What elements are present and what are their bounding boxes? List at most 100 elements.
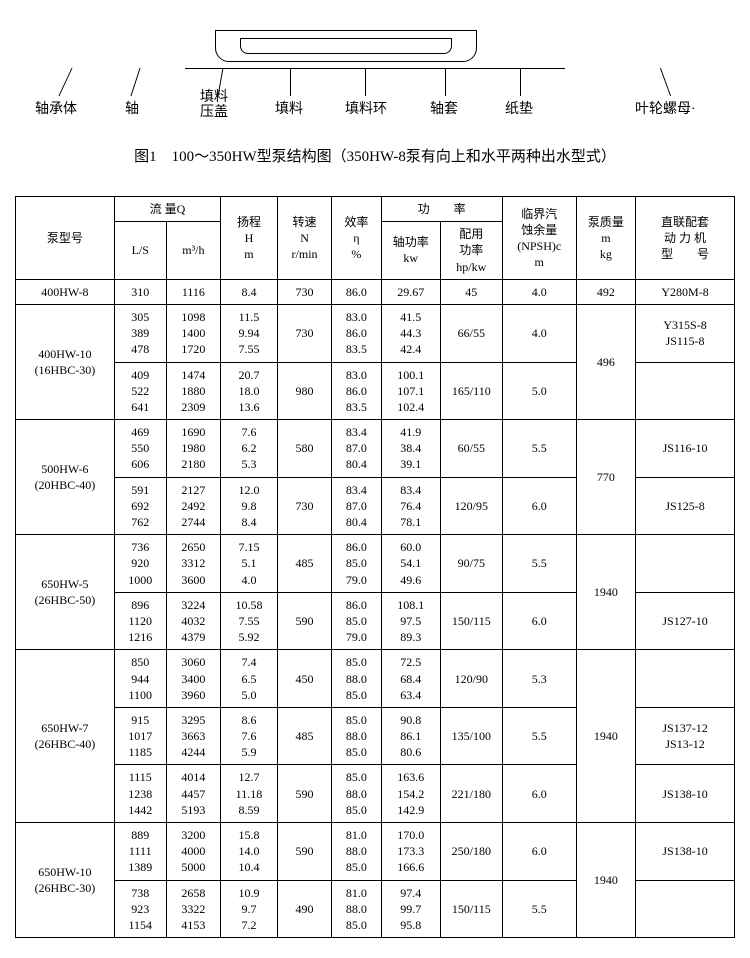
th-eff: 效率 η % [332,197,381,280]
cell-ls: 850 944 1100 [114,650,166,708]
table-row: 650HW-7 (26HBC-40)850 944 11003060 3400 … [16,650,735,708]
table-row: 400HW-831011168.473086.029.67454.0492Y28… [16,279,735,304]
cell-motor: Y280M-8 [636,279,735,304]
diagram-label: 轴承体 [35,98,77,118]
cell-motor: JS137-12 JS13-12 [636,707,735,765]
cell-eff: 81.0 88.0 85.0 [332,880,381,938]
cell-speed: 490 [277,880,331,938]
cell-npsh: 5.5 [502,707,576,765]
cell-model: 650HW-7 (26HBC-40) [16,650,115,823]
cell-speed: 485 [277,707,331,765]
cell-ls: 889 1111 1389 [114,823,166,881]
diagram-label: 轴套 [430,98,458,118]
cell-ls: 915 1017 1185 [114,707,166,765]
cell-shaft: 97.4 99.7 95.8 [381,880,440,938]
cell-rated: 250/180 [440,823,502,881]
cell-shaft: 163.6 154.2 142.9 [381,765,440,823]
cell-speed: 730 [277,279,331,304]
cell-speed: 580 [277,420,331,478]
table-row: 650HW-10 (26HBC-30)889 1111 13893200 400… [16,823,735,881]
cell-rated: 45 [440,279,502,304]
cell-head: 15.8 14.0 10.4 [221,823,278,881]
cell-rated: 90/75 [440,535,502,593]
cell-motor [636,650,735,708]
cell-head: 7.15 5.1 4.0 [221,535,278,593]
cell-head: 7.6 6.2 5.3 [221,420,278,478]
cell-mass: 770 [576,420,635,535]
cell-motor: JS125-8 [636,477,735,535]
cell-m3h: 2650 3312 3600 [166,535,220,593]
cell-speed: 590 [277,592,331,650]
cell-ls: 591 692 762 [114,477,166,535]
cell-m3h: 3224 4032 4379 [166,592,220,650]
diagram-label: 纸垫 [505,98,533,118]
table-header: 泵型号 流 量Q 扬程 H m 转速 N r/min 效率 η % 功 率 临界… [16,197,735,280]
cell-motor [636,880,735,938]
cell-speed: 485 [277,535,331,593]
cell-mass: 1940 [576,535,635,650]
cell-m3h: 1474 1880 2309 [166,362,220,420]
diagram-label: 填料压盖 [200,90,228,121]
cell-motor: JS127-10 [636,592,735,650]
cell-shaft: 41.5 44.3 42.4 [381,304,440,362]
cell-model: 650HW-5 (26HBC-50) [16,535,115,650]
cell-rated: 66/55 [440,304,502,362]
cell-m3h: 2127 2492 2744 [166,477,220,535]
cell-motor [636,535,735,593]
pump-diagram: 轴承体 轴 填料压盖 填料 填料环 轴套 纸垫 叶轮螺母· [25,20,725,130]
th-power-group: 功 率 [381,197,502,222]
table-row: 400HW-10 (16HBC-30)305 389 4781098 1400 … [16,304,735,362]
cell-speed: 450 [277,650,331,708]
cell-m3h: 1098 1400 1720 [166,304,220,362]
cell-shaft: 108.1 97.5 89.3 [381,592,440,650]
cell-eff: 83.0 86.0 83.5 [332,304,381,362]
table-row: 650HW-5 (26HBC-50)736 920 10002650 3312 … [16,535,735,593]
th-npsh: 临界汽 蚀余量 (NPSH)c m [502,197,576,280]
cell-model: 400HW-8 [16,279,115,304]
cell-motor: JS138-10 [636,765,735,823]
cell-m3h: 3295 3663 4244 [166,707,220,765]
cell-mass: 492 [576,279,635,304]
cell-model: 400HW-10 (16HBC-30) [16,304,115,419]
cell-mass: 1940 [576,650,635,823]
cell-m3h: 1116 [166,279,220,304]
cell-rated: 150/115 [440,592,502,650]
diagram-label: 轴 [125,98,139,118]
cell-motor: JS116-10 [636,420,735,478]
cell-npsh: 6.0 [502,592,576,650]
cell-rated: 135/100 [440,707,502,765]
cell-head: 7.4 6.5 5.0 [221,650,278,708]
cell-speed: 730 [277,477,331,535]
th-shaft: 轴功率 kw [381,222,440,280]
cell-shaft: 60.0 54.1 49.6 [381,535,440,593]
diagram-label: 叶轮螺母· [635,98,696,118]
cell-speed: 980 [277,362,331,420]
cell-eff: 86.0 85.0 79.0 [332,592,381,650]
cell-m3h: 2658 3322 4153 [166,880,220,938]
cell-shaft: 29.67 [381,279,440,304]
cell-npsh: 6.0 [502,765,576,823]
cell-npsh: 5.0 [502,362,576,420]
cell-head: 11.5 9.94 7.55 [221,304,278,362]
cell-head: 10.9 9.7 7.2 [221,880,278,938]
cell-rated: 221/180 [440,765,502,823]
cell-ls: 1115 1238 1442 [114,765,166,823]
cell-m3h: 3200 4000 5000 [166,823,220,881]
th-flow-group: 流 量Q [114,197,220,222]
th-m3h: m³/h [166,222,220,280]
cell-npsh: 4.0 [502,279,576,304]
cell-ls: 310 [114,279,166,304]
cell-npsh: 6.0 [502,477,576,535]
cell-eff: 81.0 88.0 85.0 [332,823,381,881]
cell-speed: 730 [277,304,331,362]
table-row: 500HW-6 (20HBC-40)469 550 6061690 1980 2… [16,420,735,478]
cell-m3h: 4014 4457 5193 [166,765,220,823]
cell-npsh: 5.3 [502,650,576,708]
th-rated: 配用 功率 hp/kw [440,222,502,280]
cell-shaft: 90.8 86.1 80.6 [381,707,440,765]
cell-npsh: 4.0 [502,304,576,362]
cell-head: 10.58 7.55 5.92 [221,592,278,650]
cell-ls: 409 522 641 [114,362,166,420]
cell-speed: 590 [277,765,331,823]
cell-model: 650HW-10 (26HBC-30) [16,823,115,938]
